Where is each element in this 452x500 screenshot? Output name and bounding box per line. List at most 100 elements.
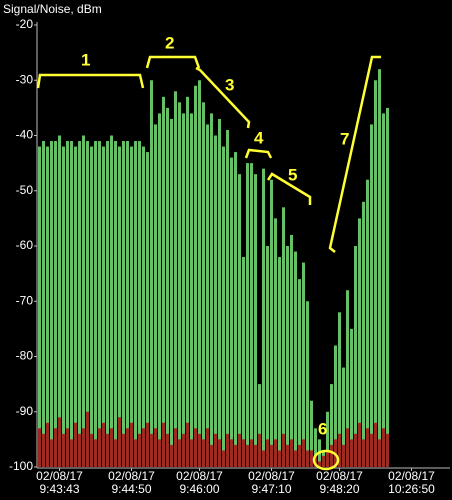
x-tick-label: 02/08/17 10:26:50 — [388, 469, 435, 496]
y-tick-label: -70 — [16, 293, 34, 307]
signal-bar — [38, 146, 41, 468]
noise-bar — [206, 428, 209, 467]
noise-bar — [78, 433, 81, 467]
noise-bar — [386, 433, 389, 467]
annotation: 7 — [340, 129, 349, 148]
signal-bar — [82, 135, 85, 467]
signal-bar — [298, 279, 301, 467]
signal-bar — [362, 201, 365, 468]
noise-bar — [94, 439, 97, 467]
y-tick-label: -100 — [9, 459, 33, 473]
signal-bar — [130, 146, 133, 468]
y-tick-label: -80 — [16, 349, 34, 363]
noise-bar — [358, 422, 361, 467]
noise-bar — [190, 439, 193, 467]
signal-bar — [302, 262, 305, 467]
annotation: 4 — [254, 128, 264, 147]
signal-bar — [378, 69, 381, 467]
noise-bar — [226, 433, 229, 467]
signal-bar — [314, 428, 317, 467]
signal-bar — [230, 157, 233, 467]
signal-bar — [222, 146, 225, 468]
y-axis-label: Signal/Noise, dBm — [3, 2, 102, 16]
signal-bar — [42, 141, 45, 467]
noise-bar — [118, 417, 121, 467]
signal-bar — [174, 91, 177, 468]
signal-bar — [250, 163, 253, 467]
y-tick-label: -40 — [16, 128, 34, 142]
noise-bar — [110, 428, 113, 467]
x-tick-label: 02/08/17 9:48:20 — [316, 469, 363, 496]
y-tick-label: -30 — [16, 72, 34, 86]
noise-bar — [382, 428, 385, 467]
annotation: 3 — [225, 75, 234, 94]
signal-bar — [118, 146, 121, 468]
signal-bar — [210, 113, 213, 468]
noise-bar — [130, 422, 133, 467]
noise-bar — [198, 433, 201, 467]
noise-bar — [122, 433, 125, 467]
noise-bar — [286, 444, 289, 467]
signal-bar — [238, 174, 241, 468]
signal-bar — [266, 246, 269, 467]
noise-bar — [242, 439, 245, 467]
signal-bar — [382, 113, 385, 468]
noise-bar — [250, 439, 253, 467]
noise-bar — [326, 450, 329, 467]
noise-bar — [238, 433, 241, 467]
signal-bar — [226, 129, 229, 467]
noise-bar — [62, 433, 65, 467]
signal-bar — [242, 257, 245, 467]
noise-bar — [310, 450, 313, 467]
signal-bar — [202, 102, 205, 467]
signal-bar — [178, 102, 181, 467]
noise-bar — [158, 439, 161, 467]
noise-bar — [50, 439, 53, 467]
signal-bar — [186, 96, 189, 467]
noise-bar — [374, 422, 377, 467]
noise-bar — [134, 439, 137, 467]
signal-bar — [122, 141, 125, 467]
noise-bar — [302, 439, 305, 467]
signal-bar — [114, 141, 117, 467]
signal-bar — [306, 301, 309, 467]
noise-bar — [174, 428, 177, 467]
signal-bar — [278, 257, 281, 467]
signal-bar — [214, 135, 217, 467]
signal-bar — [370, 124, 373, 467]
noise-bar — [214, 433, 217, 467]
noise-bar — [378, 439, 381, 467]
signal-bar — [354, 246, 357, 467]
signal-bar — [142, 146, 145, 468]
signal-bar — [282, 207, 285, 467]
noise-bar — [322, 455, 325, 467]
noise-bar — [370, 433, 373, 467]
signal-bar — [346, 290, 349, 467]
y-tick-label: -50 — [16, 183, 34, 197]
noise-bar — [266, 439, 269, 467]
noise-bar — [142, 428, 145, 467]
noise-bar — [58, 417, 61, 467]
signal-bar — [58, 135, 61, 467]
signal-bar — [70, 141, 73, 467]
signal-bar — [338, 312, 341, 467]
noise-bar — [146, 422, 149, 467]
signal-bar — [350, 328, 353, 467]
noise-bar — [230, 439, 233, 467]
noise-bar — [154, 428, 157, 467]
noise-bar — [38, 428, 41, 467]
y-tick-label: -60 — [16, 238, 34, 252]
noise-bar — [346, 428, 349, 467]
signal-bar — [310, 400, 313, 467]
noise-bar — [182, 433, 185, 467]
noise-bar — [186, 422, 189, 467]
signal-bar — [366, 179, 369, 467]
signal-bar — [358, 218, 361, 467]
noise-bar — [270, 444, 273, 467]
noise-bar — [54, 428, 57, 467]
signal-bar — [98, 141, 101, 467]
noise-bar — [74, 422, 77, 467]
signal-bar — [290, 234, 293, 467]
